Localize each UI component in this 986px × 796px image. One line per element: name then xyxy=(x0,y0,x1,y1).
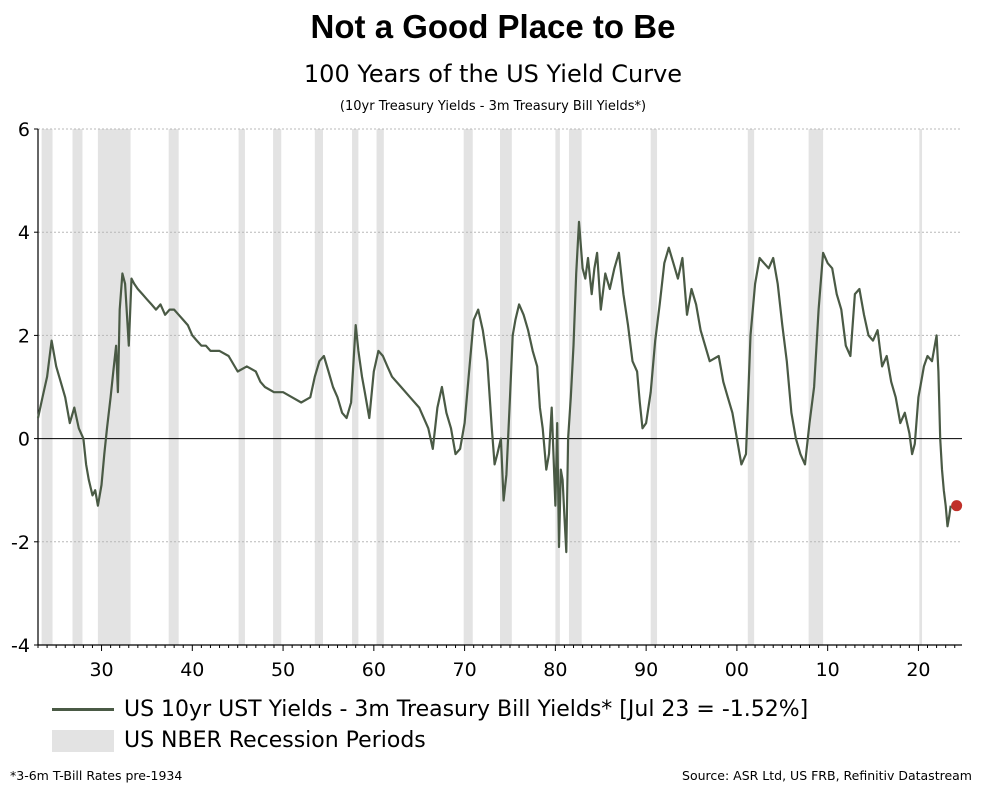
series-layer xyxy=(36,220,963,554)
recession-band xyxy=(747,129,755,645)
legend-series-label: US 10yr UST Yields - 3m Treasury Bill Yi… xyxy=(124,697,809,722)
y-tick-label: 0 xyxy=(18,429,30,451)
x-tick-label: 00 xyxy=(725,659,749,681)
recession-band xyxy=(500,129,512,645)
recession-band xyxy=(568,129,582,645)
y-tick-label: -2 xyxy=(11,532,30,554)
recession-band xyxy=(72,129,83,645)
recession-band xyxy=(273,129,282,645)
x-tick-label: 70 xyxy=(453,659,477,681)
chart-title: Not a Good Place to Be xyxy=(310,8,676,45)
y-tick-label: 2 xyxy=(18,325,30,347)
legend-series-swatch xyxy=(52,708,114,711)
x-tick-label: 30 xyxy=(89,659,113,681)
chart-subsubtitle: (10yr Treasury Yields - 3m Treasury Bill… xyxy=(339,99,647,114)
recession-band xyxy=(808,129,824,645)
recession-band xyxy=(555,129,560,645)
recession-band xyxy=(650,129,658,645)
x-tick-label: 60 xyxy=(362,659,386,681)
footnote: *3-6m T-Bill Rates pre-1934 xyxy=(10,768,183,783)
series-line-yield-spread xyxy=(36,220,952,554)
x-tick-label: 50 xyxy=(271,659,295,681)
x-tick-label: 80 xyxy=(543,659,567,681)
source-note: Source: ASR Ltd, US FRB, Refinitiv Datas… xyxy=(682,768,972,783)
recession-band xyxy=(376,129,384,645)
recession-band xyxy=(238,129,245,645)
x-tick-label: 10 xyxy=(816,659,840,681)
x-tick-label: 90 xyxy=(634,659,658,681)
x-tick-label: 40 xyxy=(180,659,204,681)
legend-recession: US NBER Recession Periods xyxy=(52,728,426,753)
recession-band xyxy=(97,129,131,645)
y-tick-label: 4 xyxy=(18,222,30,244)
recession-band xyxy=(168,129,179,645)
legend-recession-label: US NBER Recession Periods xyxy=(124,728,426,753)
chart-subtitle: 100 Years of the US Yield Curve xyxy=(303,60,683,88)
recession-band xyxy=(352,129,359,645)
latest-value-marker xyxy=(951,500,963,512)
recession-band xyxy=(41,129,53,645)
legend-recession-swatch xyxy=(52,729,114,752)
legend-series: US 10yr UST Yields - 3m Treasury Bill Yi… xyxy=(52,697,808,722)
y-tick-label: 6 xyxy=(18,119,30,141)
recession-band xyxy=(314,129,324,645)
x-tick-label: 20 xyxy=(906,659,930,681)
y-tick-label: -4 xyxy=(11,635,30,657)
